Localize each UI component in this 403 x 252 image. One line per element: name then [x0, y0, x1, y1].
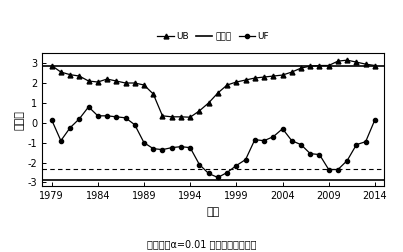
UF — [58, 139, 63, 142]
UB — [289, 71, 294, 74]
UB — [271, 75, 276, 78]
UB — [243, 79, 248, 82]
UF — [197, 163, 202, 166]
UB — [234, 80, 239, 83]
UF — [271, 135, 276, 138]
Line: UF: UF — [50, 105, 377, 180]
UB — [326, 64, 331, 67]
UB — [216, 91, 220, 94]
UF — [225, 171, 230, 174]
UF — [363, 140, 368, 143]
UB — [49, 64, 54, 67]
UF — [234, 164, 239, 167]
UB — [141, 83, 146, 86]
UB — [86, 79, 91, 82]
UB — [336, 60, 341, 63]
UB — [308, 65, 313, 68]
UB — [58, 71, 63, 74]
UF — [372, 118, 377, 121]
UF — [280, 127, 285, 130]
UF — [105, 114, 110, 117]
UF — [68, 126, 73, 129]
UB — [363, 62, 368, 66]
UB — [354, 61, 359, 64]
UF — [216, 176, 220, 179]
UB — [105, 78, 110, 81]
UB — [280, 74, 285, 77]
UF — [114, 115, 119, 118]
UF — [326, 168, 331, 171]
UB — [77, 75, 82, 78]
UB — [123, 81, 128, 84]
UF — [336, 168, 341, 171]
UF — [243, 158, 248, 161]
UB — [206, 101, 211, 104]
UB — [68, 73, 73, 76]
UB — [160, 114, 165, 117]
UB — [151, 92, 156, 96]
UF — [123, 116, 128, 119]
UF — [151, 147, 156, 150]
UF — [262, 139, 266, 142]
Legend: UB, 内置线, UF: UB, 内置线, UF — [154, 28, 273, 45]
Text: 置信线为α=0.01 显著性水平临界値: 置信线为α=0.01 显著性水平临界値 — [147, 239, 256, 249]
UB — [225, 83, 230, 86]
UF — [141, 141, 146, 144]
UF — [345, 159, 349, 162]
UF — [308, 152, 313, 155]
UB — [299, 67, 303, 70]
UF — [289, 139, 294, 142]
UF — [132, 123, 137, 126]
UF — [160, 148, 165, 151]
UF — [169, 146, 174, 149]
UF — [49, 118, 54, 121]
UF — [77, 117, 82, 120]
UB — [345, 59, 349, 62]
UB — [252, 77, 257, 80]
UB — [96, 80, 100, 83]
UB — [114, 79, 119, 82]
UF — [206, 172, 211, 175]
Line: UB: UB — [49, 58, 377, 120]
UF — [96, 114, 100, 117]
UB — [188, 116, 193, 119]
UB — [317, 64, 322, 67]
UF — [354, 143, 359, 146]
UF — [179, 145, 183, 148]
UB — [169, 115, 174, 118]
UB — [262, 76, 266, 79]
UF — [299, 143, 303, 146]
UF — [317, 153, 322, 156]
X-axis label: 年份: 年份 — [207, 207, 220, 217]
UB — [132, 81, 137, 84]
UF — [252, 138, 257, 141]
UF — [86, 105, 91, 108]
UB — [179, 115, 183, 118]
UF — [188, 146, 193, 149]
UB — [372, 64, 377, 67]
UB — [197, 109, 202, 112]
Y-axis label: 统计値: 统计値 — [15, 110, 25, 130]
